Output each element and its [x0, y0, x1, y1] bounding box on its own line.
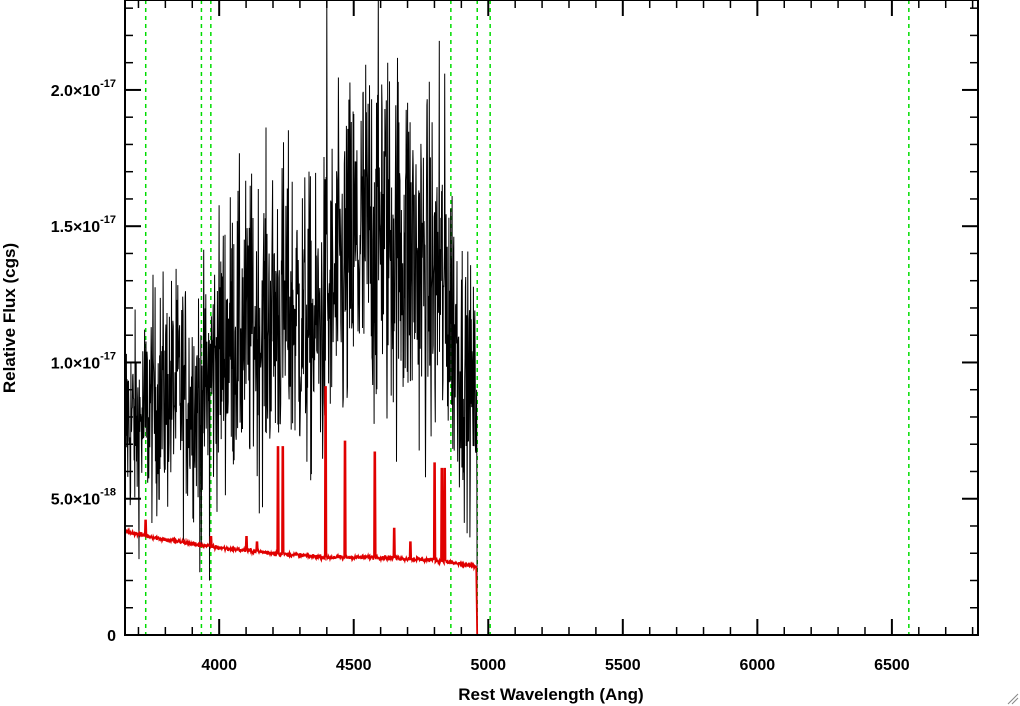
x-tick-label: 5000 — [470, 657, 506, 674]
y-tick-exponent: -17 — [100, 350, 116, 362]
x-tick-label: 6000 — [740, 657, 776, 674]
y-tick-exponent: -17 — [100, 78, 116, 90]
resize-grip-icon[interactable] — [1007, 693, 1019, 705]
axis-ticks — [125, 0, 978, 636]
x-tick-label: 4500 — [336, 657, 372, 674]
y-tick-mantissa: 5.0×10 — [51, 492, 100, 509]
y-axis-title: Relative Flux (cgs) — [0, 243, 19, 393]
observed-spectrum-line — [124, 0, 478, 636]
x-tick-label: 6500 — [874, 657, 910, 674]
tick-labels: 4000 4500 5000 5500 6000 6500 0 5.0×10-18 1.0×10… — [51, 78, 910, 674]
y-tick-mantissa: 0 — [107, 628, 116, 645]
y-tick-label: 2.0×10-17 — [51, 78, 116, 100]
y-tick-label: 0 — [107, 628, 116, 645]
y-tick-label: 1.5×10-17 — [51, 214, 116, 236]
observed-spectrum — [124, 0, 478, 636]
x-tick-label: 5500 — [605, 657, 641, 674]
plot-axes — [124, 0, 979, 636]
y-tick-mantissa: 2.0×10 — [51, 83, 100, 100]
y-tick-exponent: -17 — [100, 214, 116, 226]
model-spectrum — [124, 386, 978, 636]
y-tick-label: 1.0×10-17 — [51, 350, 116, 372]
y-tick-exponent: -18 — [100, 487, 116, 499]
y-tick-mantissa: 1.0×10 — [51, 355, 100, 372]
plot-frame — [124, 0, 979, 636]
x-axis-title: Rest Wavelength (Ang) — [458, 685, 643, 704]
model-spectrum-line — [124, 386, 978, 636]
y-tick-mantissa: 1.5×10 — [51, 219, 100, 236]
x-tick-label: 4000 — [201, 657, 237, 674]
y-tick-label: 5.0×10-18 — [51, 487, 116, 509]
